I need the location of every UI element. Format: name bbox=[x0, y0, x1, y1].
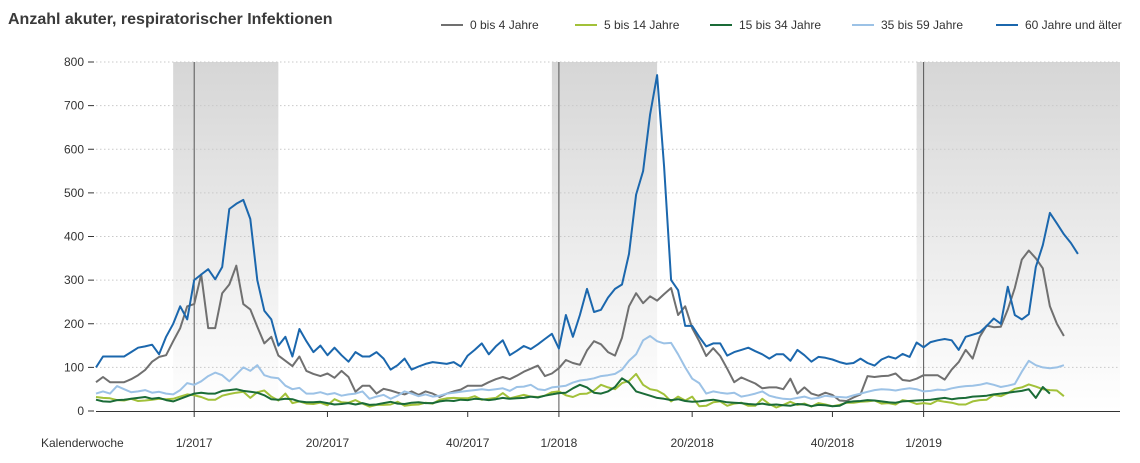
legend-label-1: 5 bis 14 Jahre bbox=[604, 18, 680, 32]
x-tick-label-7: 1/2019 bbox=[905, 436, 942, 450]
y-tick-label-100: 100 bbox=[64, 360, 84, 374]
legend-label-3: 35 bis 59 Jahre bbox=[881, 18, 963, 32]
y-tick-label-600: 600 bbox=[64, 142, 84, 156]
y-tick-label-200: 200 bbox=[64, 317, 84, 331]
series-lines bbox=[95, 74, 1079, 409]
x-tick-label-2: 20/2017 bbox=[306, 436, 350, 450]
shaded-period-2 bbox=[916, 62, 1120, 411]
legend: 0 bis 4 Jahre 5 bis 14 Jahre 15 bis 34 Jah… bbox=[441, 18, 1122, 32]
y-tick-label-500: 500 bbox=[64, 186, 84, 200]
series-line-0 bbox=[95, 249, 1065, 402]
series-line-3 bbox=[95, 335, 1065, 401]
x-tick-label-4: 1/2018 bbox=[541, 436, 578, 450]
x-tick-label-5: 20/2018 bbox=[670, 436, 714, 450]
x-tick-label-1: 1/2017 bbox=[176, 436, 213, 450]
vertical-markers bbox=[193, 62, 925, 411]
x-tick-label-0: Kalenderwoche bbox=[41, 436, 124, 450]
y-tick-label-700: 700 bbox=[64, 99, 84, 113]
legend-label-4: 60 Jahre und älter bbox=[1025, 18, 1122, 32]
legend-label-0: 0 bis 4 Jahre bbox=[470, 18, 539, 32]
series-line-2 bbox=[95, 377, 1051, 408]
x-tick-label-6: 40/2018 bbox=[811, 436, 855, 450]
y-tick-label-800: 800 bbox=[64, 55, 84, 69]
y-tick-label-0: 0 bbox=[77, 404, 84, 418]
y-tick-label-300: 300 bbox=[64, 273, 84, 287]
legend-label-2: 15 bis 34 Jahre bbox=[739, 18, 821, 32]
shaded-periods bbox=[173, 62, 1120, 411]
x-axis-ticks: Kalenderwoche 1/2017 20/2017 40/2017 1/2018 2… bbox=[41, 411, 942, 450]
gridlines bbox=[96, 61, 1120, 368]
x-tick-label-3: 40/2017 bbox=[446, 436, 490, 450]
series-line-4 bbox=[95, 74, 1079, 371]
y-axis-ticks: 0 100 200 300 400 500 600 700 800 bbox=[64, 55, 94, 418]
chart-title: Anzahl akuter, respiratorischer Infektio… bbox=[8, 11, 333, 28]
y-tick-label-400: 400 bbox=[64, 230, 84, 244]
